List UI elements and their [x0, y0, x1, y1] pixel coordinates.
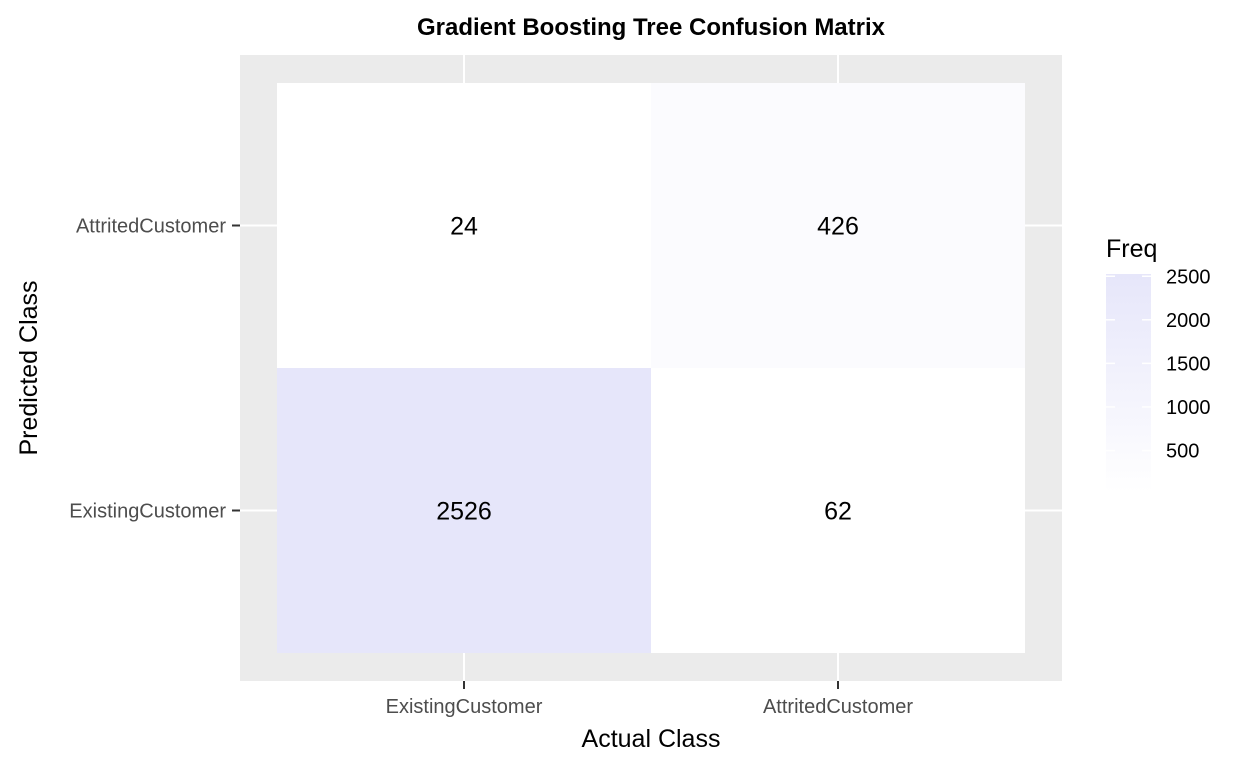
- x-axis: ExistingCustomer AttritedCustomer: [386, 681, 913, 718]
- chart-title: Gradient Boosting Tree Confusion Matrix: [417, 14, 886, 41]
- y-tick-label: AttritedCustomer: [76, 216, 226, 238]
- cell-value-label: 24: [450, 213, 478, 241]
- x-tick-label: ExistingCustomer: [386, 696, 543, 718]
- legend: Freq 500 1000 1500 2000 2500: [1106, 235, 1211, 492]
- y-axis: AttritedCustomer ExistingCustomer: [69, 216, 240, 523]
- legend-ticks: 500 1000 1500 2000 2500: [1106, 266, 1211, 463]
- heatmap-cell: [277, 83, 651, 368]
- legend-tick-label: 1500: [1166, 353, 1211, 375]
- legend-tick-label: 2000: [1166, 310, 1211, 332]
- legend-tick-label: 1000: [1166, 397, 1211, 419]
- x-axis-title: Actual Class: [582, 725, 721, 753]
- x-tick-label: AttritedCustomer: [763, 696, 913, 718]
- legend-title: Freq: [1106, 235, 1157, 263]
- cell-labels: 24 426 2526 62: [436, 213, 859, 526]
- heatmap-cells: [277, 83, 1025, 653]
- legend-tick-label: 500: [1166, 441, 1199, 463]
- legend-colorbar: [1106, 274, 1151, 492]
- y-tick-label: ExistingCustomer: [69, 501, 226, 523]
- y-axis-title: Predicted Class: [15, 280, 43, 455]
- cell-value-label: 2526: [436, 498, 492, 526]
- heatmap-cell: [277, 368, 651, 653]
- heatmap-cell: [651, 83, 1025, 368]
- cell-value-label: 426: [817, 213, 859, 241]
- legend-tick-label: 2500: [1166, 266, 1211, 288]
- cell-value-label: 62: [824, 498, 852, 526]
- heatmap-cell: [651, 368, 1025, 653]
